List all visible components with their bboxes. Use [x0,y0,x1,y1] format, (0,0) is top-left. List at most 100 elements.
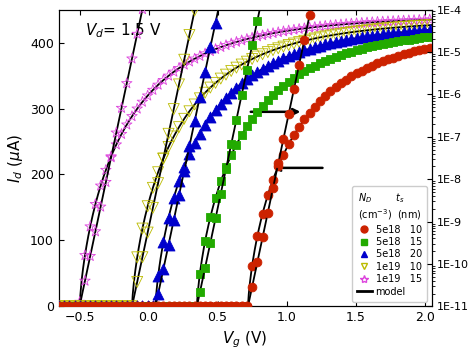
Point [217,0,225,1]
Point [384,25,392,31]
Point [191,119,199,124]
Point [133,304,141,309]
Point [248,35,256,41]
Point [394,18,402,24]
Point [149,304,157,309]
Point [102,304,109,309]
Point [133,304,141,309]
Point [128,304,136,309]
Point [269,47,277,53]
Point [133,304,141,309]
Point [170,134,178,139]
Point [170,195,178,201]
Point [118,105,125,111]
Point [155,180,162,186]
Point [374,42,381,48]
Point [123,304,130,309]
Point [81,304,89,309]
Point [170,69,178,75]
Point [112,304,120,309]
Point [65,304,73,309]
Point [133,304,141,309]
Point [238,80,246,86]
Point [97,304,104,309]
Point [222,72,230,78]
Point [332,54,339,60]
Point [243,67,251,73]
Point [144,304,151,309]
Point [233,142,240,147]
Point [175,193,183,198]
Point [379,31,386,37]
Point [81,304,89,309]
Point [400,37,407,43]
Point [228,41,235,46]
Point [76,304,83,309]
Point [97,183,104,189]
Point [55,304,63,309]
Point [311,63,319,69]
Point [248,284,256,290]
Point [295,49,303,55]
Point [128,114,136,119]
Point [55,304,63,309]
Point [222,166,230,172]
Point [133,106,141,111]
Point [285,79,292,84]
Point [165,304,173,309]
Point [233,85,240,90]
Point [118,304,125,309]
Point [201,304,209,309]
Point [233,65,240,70]
Point [212,20,219,25]
Point [71,304,78,309]
Point [181,304,188,309]
Point [363,44,371,50]
Point [60,304,68,309]
Point [155,304,162,309]
Point [60,304,68,309]
Point [118,304,125,309]
Point [138,255,146,260]
Point [107,304,115,309]
Point [186,143,193,149]
Point [123,304,130,309]
Point [389,55,397,61]
Point [76,304,83,309]
Point [306,46,313,52]
Point [133,279,141,285]
Point [76,304,83,309]
Point [368,27,376,32]
Point [295,72,303,77]
Point [144,304,151,309]
Point [102,304,109,309]
Point [181,116,188,122]
Point [410,49,418,54]
Point [243,124,251,129]
Point [254,233,261,239]
Point [86,253,94,259]
Point [138,304,146,309]
Point [186,59,193,64]
Point [389,39,397,45]
Point [138,304,146,309]
Point [149,87,157,93]
Point [243,304,251,309]
Point [175,178,183,184]
Point [212,304,219,309]
Point [175,304,183,309]
Point [71,304,78,309]
Point [400,18,407,23]
Point [112,304,120,309]
Point [290,132,298,138]
Point [353,70,360,76]
Point [374,19,381,25]
Point [123,304,130,309]
Point [65,304,73,309]
Point [81,304,89,309]
Point [285,42,292,48]
Point [269,177,277,183]
Point [353,47,360,53]
Point [76,304,83,309]
Point [102,179,109,185]
